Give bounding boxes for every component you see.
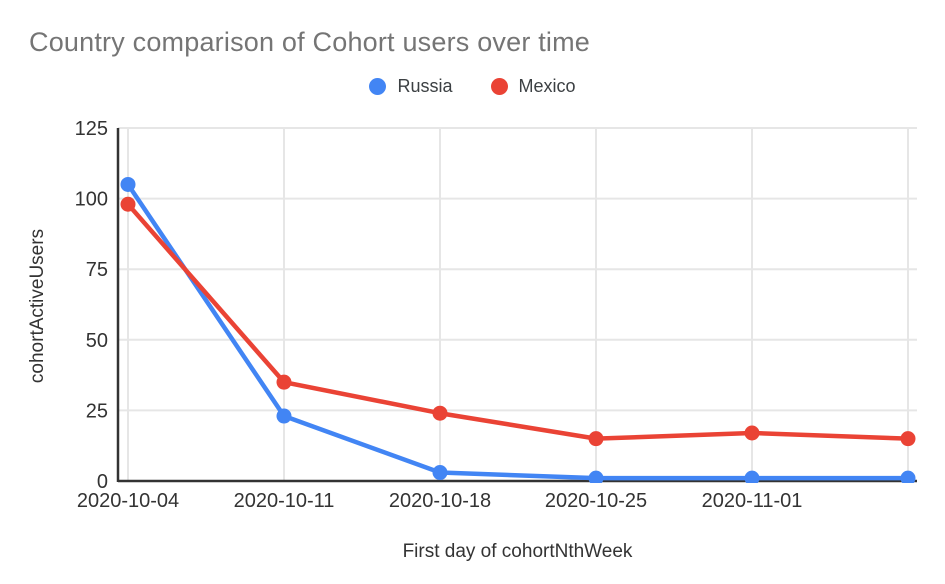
x-tick-label-2: 2020-10-18 [389,490,491,512]
data-point-russia-2[interactable] [432,465,448,481]
y-tick-label-0: 0 [97,471,108,493]
legend-item-russia: Russia [369,76,453,97]
legend-dot-mexico [490,78,508,95]
legend-dot-russia [369,78,387,95]
x-tick-label-3: 2020-10-25 [545,490,647,512]
data-point-russia-4[interactable] [744,470,760,486]
series-line-mexico [125,201,911,441]
y-tick-label-50: 50 [86,330,108,352]
data-point-mexico-0[interactable] [120,196,136,212]
legend-item-mexico: Mexico [490,76,576,97]
data-point-russia-1[interactable] [276,408,292,424]
y-tick-label-125: 125 [75,118,108,140]
x-axis-title: First day of cohortNthWeek [402,541,633,562]
data-point-mexico-2[interactable] [432,405,448,421]
data-point-russia-0[interactable] [120,176,136,192]
y-tick-label-75: 75 [86,259,108,281]
y-axis-title: cohortActiveUsers [27,228,48,384]
y-tick-label-100: 100 [75,189,108,211]
series-line-russia [125,182,911,481]
data-point-mexico-4[interactable] [744,425,760,441]
data-point-mexico-3[interactable] [588,431,604,447]
data-point-russia-3[interactable] [588,470,604,486]
legend-label-russia: Russia [397,76,453,96]
data-point-mexico-5[interactable] [900,431,916,447]
x-tick-label-0: 2020-10-04 [77,490,179,512]
chart-legend: Russia Mexico [0,76,945,97]
chart-title: Country comparison of Cohort users over … [29,27,591,57]
legend-label-mexico: Mexico [518,76,576,96]
x-tick-label-4: 2020-11-01 [702,490,803,512]
x-tick-label-1: 2020-10-11 [234,490,335,512]
data-point-mexico-1[interactable] [276,374,292,390]
data-point-russia-5[interactable] [900,470,916,486]
y-tick-label-25: 25 [86,400,108,422]
